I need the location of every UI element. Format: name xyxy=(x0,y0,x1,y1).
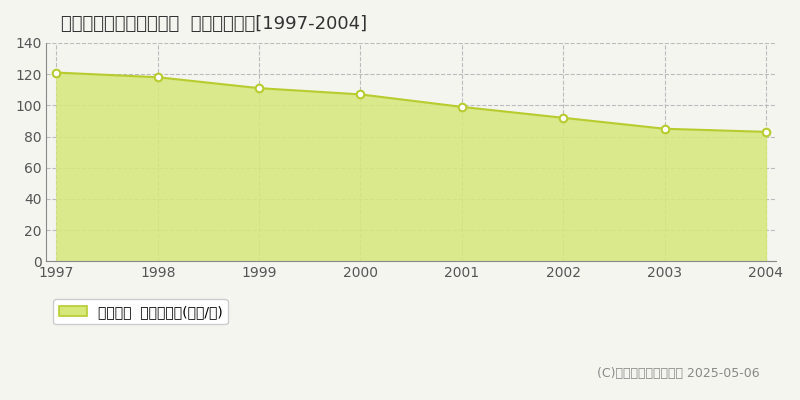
Point xyxy=(151,74,164,80)
Point xyxy=(50,69,62,76)
Point xyxy=(455,104,468,110)
Text: (C)土地価格ドットコム 2025-05-06: (C)土地価格ドットコム 2025-05-06 xyxy=(598,367,760,380)
Legend: 基準地価  平均坪単価(万円/坪): 基準地価 平均坪単価(万円/坪) xyxy=(53,299,228,324)
Point xyxy=(253,85,266,91)
Point xyxy=(759,129,772,135)
Point xyxy=(658,126,671,132)
Point xyxy=(557,115,570,121)
Text: 大阪市住之江区東加賀屋  基準地価推移[1997-2004]: 大阪市住之江区東加賀屋 基準地価推移[1997-2004] xyxy=(61,15,367,33)
Point xyxy=(354,91,367,98)
